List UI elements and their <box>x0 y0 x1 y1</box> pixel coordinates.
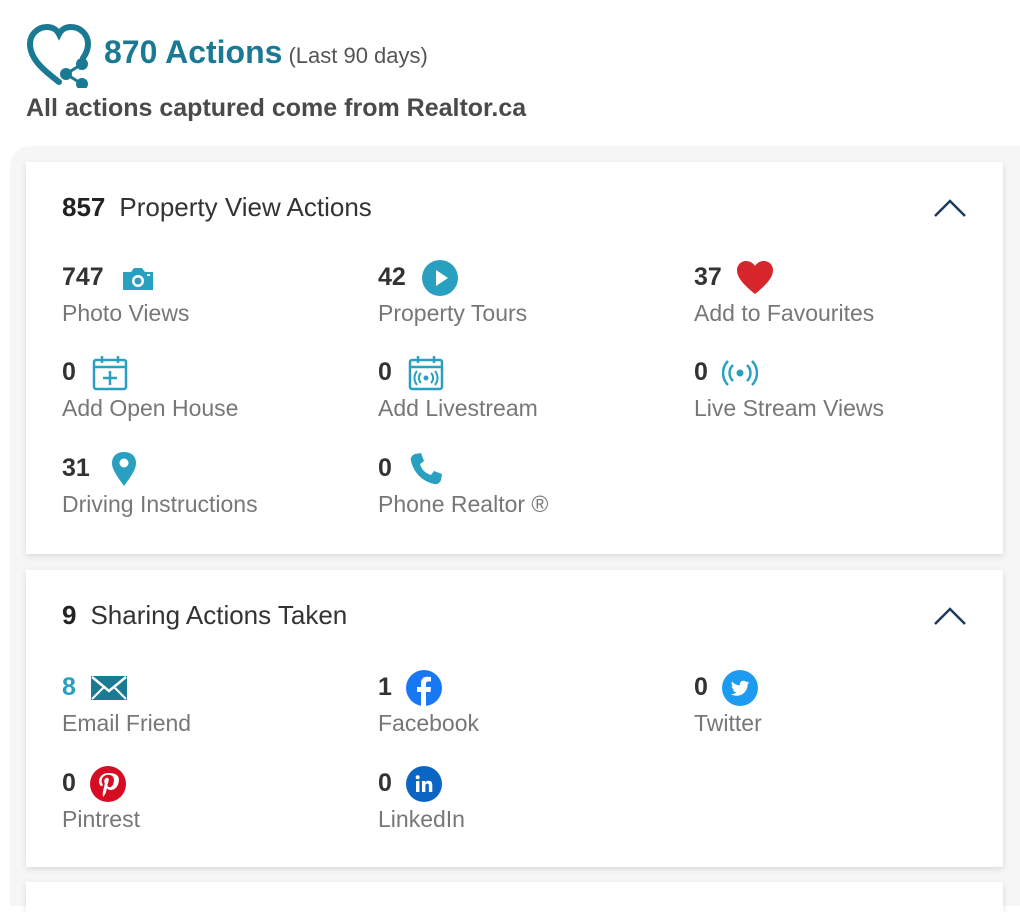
sharing-actions-card: 9 Sharing Actions Taken 8 Email Friend 1 … <box>26 570 1003 867</box>
linkedin-icon <box>406 766 442 802</box>
stat-value: 37 <box>694 263 722 291</box>
stat-value: 0 <box>378 769 392 797</box>
envelope-icon <box>91 676 127 700</box>
calendar-stream-icon <box>408 356 444 391</box>
collapse-chevron-up-icon[interactable] <box>933 604 967 626</box>
next-card-partial <box>26 882 1003 912</box>
property-view-heading: 857 Property View Actions <box>62 192 372 223</box>
stat-label: Phone Realtor ® <box>378 491 549 517</box>
play-icon <box>422 260 458 296</box>
source-note: All actions captured come from Realtor.c… <box>26 94 527 122</box>
stat-label: Driving Instructions <box>62 491 258 517</box>
property-view-card: 857 Property View Actions 747 Photo Views… <box>26 162 1003 554</box>
heart-share-logo-icon <box>26 24 92 88</box>
actions-total: 870 Actions <box>104 34 283 70</box>
heart-icon <box>737 261 773 294</box>
stat-add-open-house: 0 Add Open House <box>62 355 362 435</box>
broadcast-icon <box>722 360 758 386</box>
phone-icon <box>410 453 442 485</box>
stat-pinterest: 0 Pintrest <box>62 766 362 846</box>
facebook-icon <box>406 670 442 706</box>
stat-label: Property Tours <box>378 300 528 326</box>
stat-label: Twitter <box>694 710 762 736</box>
stat-property-tours: 42 Property Tours <box>378 260 678 340</box>
stat-label: Add Livestream <box>378 395 538 421</box>
stat-add-livestream: 0 Add Livestream <box>378 355 678 435</box>
stat-value: 8 <box>62 673 76 701</box>
stat-value: 0 <box>694 358 708 386</box>
sharing-count: 9 <box>62 600 77 630</box>
camera-icon <box>123 268 153 290</box>
calendar-plus-icon <box>92 356 128 391</box>
stat-label: LinkedIn <box>378 806 465 832</box>
stat-photo-views: 747 Photo Views <box>62 260 362 340</box>
stat-label: Photo Views <box>62 300 190 326</box>
map-pin-icon <box>112 452 136 486</box>
sharing-heading: 9 Sharing Actions Taken <box>62 600 347 631</box>
stat-linkedin: 0 LinkedIn <box>378 766 678 846</box>
stat-email-friend: 8 Email Friend <box>62 670 362 750</box>
stat-facebook: 1 Facebook <box>378 670 678 750</box>
stat-driving-instructions: 31 Driving Instructions <box>62 451 362 531</box>
stat-value: 0 <box>378 454 392 482</box>
stat-value: 0 <box>62 358 76 386</box>
stat-value: 31 <box>62 454 90 482</box>
stat-label: Live Stream Views <box>694 395 885 421</box>
stat-label: Pintrest <box>62 806 140 832</box>
stat-value: 0 <box>694 673 708 701</box>
sharing-title: Sharing Actions Taken <box>90 600 348 630</box>
stat-value: 747 <box>62 263 104 291</box>
stat-label: Facebook <box>378 710 480 736</box>
stat-value: 0 <box>378 358 392 386</box>
stat-add-favourites: 37 Add to Favourites <box>694 260 994 340</box>
stat-label: Add to Favourites <box>694 300 875 326</box>
property-view-count: 857 <box>62 192 106 222</box>
twitter-icon <box>722 670 758 706</box>
stat-label: Add Open House <box>62 395 239 421</box>
page-header: 870 Actions (Last 90 days) All actions ca… <box>26 24 1006 134</box>
period-subtitle: (Last 90 days) <box>288 43 428 68</box>
collapse-chevron-up-icon[interactable] <box>933 196 967 218</box>
property-view-title: Property View Actions <box>119 192 372 222</box>
page-title: 870 Actions (Last 90 days) <box>104 34 428 71</box>
pinterest-icon <box>90 766 126 802</box>
stat-phone-realtor: 0 Phone Realtor ® <box>378 451 678 531</box>
stat-live-stream-views: 0 Live Stream Views <box>694 355 994 435</box>
stat-value: 1 <box>378 673 392 701</box>
stat-twitter: 0 Twitter <box>694 670 994 750</box>
stat-value: 0 <box>62 769 76 797</box>
stat-label: Email Friend <box>62 710 192 736</box>
stat-value: 42 <box>378 263 406 291</box>
